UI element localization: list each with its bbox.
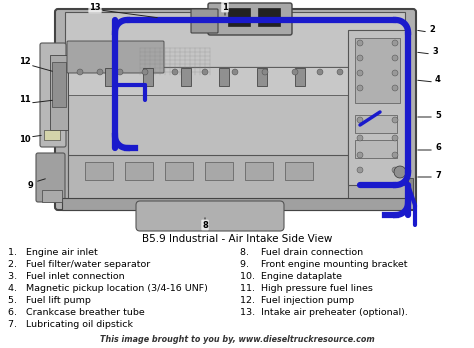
- Text: 10.  Engine dataplate: 10. Engine dataplate: [240, 272, 342, 281]
- Text: 10: 10: [19, 135, 31, 144]
- Bar: [85, 162, 113, 180]
- Text: 5.   Fuel lift pump: 5. Fuel lift pump: [8, 296, 91, 305]
- Text: 9: 9: [27, 181, 33, 190]
- Bar: [205, 162, 233, 180]
- Circle shape: [77, 69, 83, 75]
- Text: 2.   Fuel filter/water separator: 2. Fuel filter/water separator: [8, 260, 150, 269]
- Text: 1: 1: [222, 2, 228, 11]
- Text: 1.   Engine air inlet: 1. Engine air inlet: [8, 248, 98, 257]
- Text: 13.  Intake air preheater (optional).: 13. Intake air preheater (optional).: [240, 308, 408, 317]
- Circle shape: [337, 69, 343, 75]
- Bar: [68, 67, 348, 187]
- Text: 8.    Fuel drain connection: 8. Fuel drain connection: [240, 248, 363, 257]
- Circle shape: [392, 70, 398, 76]
- Circle shape: [357, 117, 363, 123]
- Circle shape: [357, 135, 363, 141]
- Bar: [355, 115, 397, 133]
- Bar: [105, 68, 115, 86]
- FancyBboxPatch shape: [55, 9, 416, 210]
- Circle shape: [202, 69, 208, 75]
- Bar: [348, 30, 408, 185]
- Text: 13: 13: [89, 3, 101, 13]
- Bar: [228, 8, 250, 26]
- Circle shape: [232, 69, 238, 75]
- Bar: [408, 178, 413, 198]
- Circle shape: [392, 85, 398, 91]
- Bar: [165, 162, 193, 180]
- Circle shape: [317, 69, 323, 75]
- Circle shape: [357, 70, 363, 76]
- Bar: [355, 38, 400, 103]
- Circle shape: [392, 152, 398, 158]
- Text: 4: 4: [435, 76, 441, 85]
- Text: 12.  Fuel injection pump: 12. Fuel injection pump: [240, 296, 354, 305]
- Circle shape: [172, 69, 178, 75]
- Text: 3: 3: [432, 47, 438, 56]
- Text: 7: 7: [435, 171, 441, 180]
- FancyBboxPatch shape: [136, 201, 284, 231]
- Text: 5: 5: [435, 111, 441, 119]
- Circle shape: [357, 40, 363, 46]
- Circle shape: [357, 152, 363, 158]
- Text: 2: 2: [429, 25, 435, 34]
- FancyBboxPatch shape: [36, 153, 65, 202]
- Bar: [50, 55, 68, 130]
- FancyBboxPatch shape: [67, 41, 164, 73]
- Text: This image brought to you by, www.dieseltruckresource.com: This image brought to you by, www.diesel…: [100, 335, 374, 344]
- Circle shape: [392, 167, 398, 173]
- Bar: [62, 198, 410, 210]
- Bar: [245, 162, 273, 180]
- Text: 6: 6: [435, 143, 441, 152]
- Circle shape: [357, 85, 363, 91]
- Text: 12: 12: [19, 57, 31, 66]
- Text: 8: 8: [202, 221, 208, 229]
- Text: 4.   Magnetic pickup location (3/4-16 UNF): 4. Magnetic pickup location (3/4-16 UNF): [8, 284, 208, 293]
- Circle shape: [292, 69, 298, 75]
- Bar: [68, 155, 348, 200]
- Circle shape: [142, 69, 148, 75]
- Circle shape: [392, 55, 398, 61]
- Circle shape: [97, 69, 103, 75]
- Circle shape: [394, 166, 406, 178]
- FancyBboxPatch shape: [191, 9, 218, 33]
- Circle shape: [117, 69, 123, 75]
- Circle shape: [357, 167, 363, 173]
- Bar: [181, 68, 191, 86]
- Circle shape: [357, 55, 363, 61]
- Bar: [285, 162, 313, 180]
- Text: 6.   Crankcase breather tube: 6. Crankcase breather tube: [8, 308, 145, 317]
- Text: 9.    Front engine mounting bracket: 9. Front engine mounting bracket: [240, 260, 408, 269]
- Bar: [52, 62, 66, 107]
- Text: 11: 11: [19, 95, 31, 104]
- Bar: [125, 162, 153, 180]
- Bar: [257, 68, 267, 86]
- FancyBboxPatch shape: [208, 3, 292, 35]
- Circle shape: [262, 69, 268, 75]
- Text: 7.   Lubricating oil dipstick: 7. Lubricating oil dipstick: [8, 320, 133, 329]
- Circle shape: [392, 135, 398, 141]
- Bar: [65, 12, 405, 67]
- Bar: [258, 8, 280, 26]
- Text: 3.   Fuel inlet connection: 3. Fuel inlet connection: [8, 272, 125, 281]
- Circle shape: [392, 40, 398, 46]
- Text: 11.  High pressure fuel lines: 11. High pressure fuel lines: [240, 284, 373, 293]
- FancyBboxPatch shape: [40, 43, 66, 147]
- Bar: [219, 68, 229, 86]
- Bar: [355, 140, 397, 158]
- Bar: [295, 68, 305, 86]
- Bar: [68, 67, 348, 95]
- Text: B5.9 Industrial - Air Intake Side View: B5.9 Industrial - Air Intake Side View: [142, 234, 332, 244]
- Bar: [143, 68, 153, 86]
- Bar: [44, 130, 60, 140]
- Bar: [42, 190, 62, 202]
- Circle shape: [392, 117, 398, 123]
